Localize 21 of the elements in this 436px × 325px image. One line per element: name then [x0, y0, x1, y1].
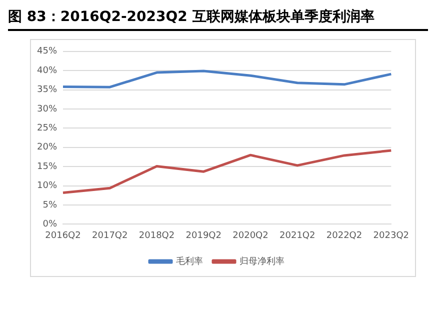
x-tick-label: 2017Q2: [92, 230, 128, 241]
y-tick-label: 20%: [36, 142, 58, 153]
x-tick-label: 2016Q2: [45, 230, 81, 241]
y-tick-label: 10%: [36, 181, 58, 192]
y-tick-label: 25%: [36, 124, 58, 134]
x-tick-label: 2023Q2: [373, 230, 409, 241]
x-tick-label: 2022Q2: [326, 230, 362, 241]
y-tick-label: 45%: [36, 46, 58, 57]
x-tick-label: 2019Q2: [186, 230, 222, 241]
x-tick-label: 2018Q2: [138, 230, 175, 241]
legend-label: 归母净利率: [240, 256, 284, 267]
legend-label: 毛利率: [176, 256, 203, 267]
y-tick-label: 15%: [36, 162, 58, 172]
y-tick-label: 30%: [36, 104, 58, 114]
chart-title: 图 83：2016Q2-2023Q2 互联网媒体板块单季度利润率: [8, 8, 428, 31]
x-tick-label: 2020Q2: [232, 230, 268, 241]
y-tick-label: 0%: [42, 220, 58, 230]
y-tick-label: 40%: [36, 66, 58, 76]
y-tick-label: 35%: [36, 85, 58, 96]
x-tick-label: 2021Q2: [280, 230, 316, 241]
y-tick-label: 5%: [42, 200, 58, 210]
